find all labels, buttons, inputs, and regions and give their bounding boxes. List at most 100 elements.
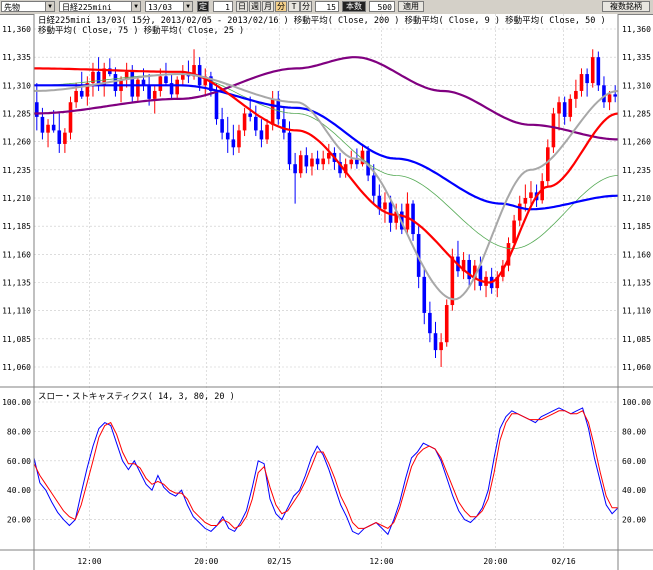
candle-body xyxy=(57,130,62,144)
main-y-tick-left: 11,185 xyxy=(2,222,31,231)
minutes-input[interactable]: 15 xyxy=(315,1,339,12)
candle-body xyxy=(124,71,129,80)
stoch-line-1 xyxy=(33,410,618,530)
candle-body xyxy=(237,130,241,148)
main-y-tick-right: 11,110 xyxy=(622,307,651,316)
product-value: 先物 xyxy=(4,3,20,12)
candle-body xyxy=(478,265,483,286)
main-y-tick-right: 11,185 xyxy=(622,222,651,231)
main-y-tick-left: 11,110 xyxy=(2,307,31,316)
main-info-line2: 移動平均( Close, 75 ) 移動平均( Close, 25 ) xyxy=(38,25,244,36)
x-tick-label: 02/16 xyxy=(552,557,576,566)
candle-body xyxy=(602,85,606,103)
chevron-down-icon: ▼ xyxy=(45,2,54,11)
stoch-info-line: スロー・ストキャスティクス( 14, 3, 80, 20 ) xyxy=(38,392,235,402)
candle-body xyxy=(450,256,455,306)
candle-body xyxy=(473,265,477,280)
candle-body xyxy=(147,85,151,99)
candle-body xyxy=(394,211,398,223)
stoch-y-tick-left: 60.00 xyxy=(7,457,31,466)
candle-body xyxy=(46,124,50,133)
main-y-tick-right: 11,085 xyxy=(622,335,651,344)
candle-body xyxy=(590,57,595,84)
candle-body xyxy=(495,276,500,289)
main-y-tick-right: 11,285 xyxy=(622,110,651,119)
ma9-line xyxy=(33,73,619,301)
candle-body xyxy=(512,220,516,244)
main-y-tick-right: 11,060 xyxy=(622,363,651,372)
candle-body xyxy=(102,68,106,86)
fix-button[interactable]: 定 xyxy=(197,1,209,12)
main-y-tick-right: 11,160 xyxy=(622,250,651,259)
candle-body xyxy=(203,76,208,86)
candle-body xyxy=(136,79,140,97)
candle-body xyxy=(428,312,432,334)
main-y-tick-right: 11,310 xyxy=(622,81,651,90)
candle-body xyxy=(51,124,56,131)
stoch-y-tick-left: 20.00 xyxy=(7,516,31,525)
contract-value: 13/03 xyxy=(148,3,173,12)
candle-body xyxy=(175,79,179,95)
main-y-tick-right: 11,360 xyxy=(622,25,651,34)
candle-body xyxy=(265,124,269,140)
main-y-tick-left: 11,135 xyxy=(2,279,31,288)
candle-body xyxy=(355,159,359,165)
candle-body xyxy=(40,116,45,133)
contract-select[interactable]: 13/03 ▼ xyxy=(145,1,193,12)
period-button-0[interactable]: 日 xyxy=(236,1,248,12)
period-button-1[interactable]: 週 xyxy=(249,1,261,12)
main-y-tick-left: 11,060 xyxy=(2,363,31,372)
period-button-3[interactable]: 分 xyxy=(275,1,287,12)
ma50-line xyxy=(34,84,619,211)
candle-body xyxy=(574,90,578,99)
main-info-line1: 日経225mini 13/03( 15分, 2013/02/05 - 2013/… xyxy=(38,15,606,26)
candle-body xyxy=(444,305,449,343)
candle-body xyxy=(517,203,522,221)
candle-body xyxy=(551,113,556,148)
candle-body xyxy=(220,119,224,133)
symbol-value: 日経225mini xyxy=(62,3,112,12)
candle-body xyxy=(327,152,331,159)
count-input[interactable]: 1 xyxy=(213,1,233,12)
candle-body xyxy=(214,90,219,120)
candle-body xyxy=(343,164,348,174)
product-select[interactable]: 先物 ▼ xyxy=(1,1,55,12)
candle-body xyxy=(315,158,320,165)
moving-averages xyxy=(33,56,619,301)
candle-body xyxy=(282,119,286,133)
main-y-tick-left: 11,310 xyxy=(2,81,31,90)
x-tick-label: 02/15 xyxy=(267,557,291,566)
main-y-tick-left: 11,160 xyxy=(2,250,31,259)
main-y-tick-right: 11,210 xyxy=(622,194,651,203)
candle-body xyxy=(304,155,309,167)
period-button-2[interactable]: 月 xyxy=(262,1,274,12)
candle-body xyxy=(422,276,427,313)
candle-body xyxy=(35,102,39,117)
stoch-y-tick-right: 60.00 xyxy=(622,457,646,466)
candle-body xyxy=(388,202,393,223)
candle-body xyxy=(310,158,314,167)
candle-body xyxy=(231,139,236,148)
x-tick-label: 20:00 xyxy=(483,557,507,566)
candle-body xyxy=(141,79,146,86)
candle-body xyxy=(377,195,382,210)
apply-button[interactable]: 適用 xyxy=(398,1,424,12)
candle-body xyxy=(276,98,281,120)
main-y-tick-right: 11,235 xyxy=(622,166,651,175)
candle-body xyxy=(411,203,415,235)
compare-button[interactable]: 複数銘柄 xyxy=(602,1,650,12)
main-y-tick-left: 11,285 xyxy=(2,110,31,119)
candle-body xyxy=(96,71,101,86)
bars-input[interactable]: 500 xyxy=(369,1,395,12)
ma25-line xyxy=(34,67,619,284)
candle-body xyxy=(293,164,297,174)
stoch-y-tick-right: 20.00 xyxy=(622,516,646,525)
candle-body xyxy=(383,202,387,210)
candle-body xyxy=(192,65,196,77)
period-button-4[interactable]: T xyxy=(288,1,300,12)
candle-body xyxy=(371,175,376,196)
candle-body xyxy=(557,102,561,114)
main-y-tick-left: 11,210 xyxy=(2,194,31,203)
candle-body xyxy=(254,116,258,131)
symbol-select[interactable]: 日経225mini ▼ xyxy=(59,1,141,12)
